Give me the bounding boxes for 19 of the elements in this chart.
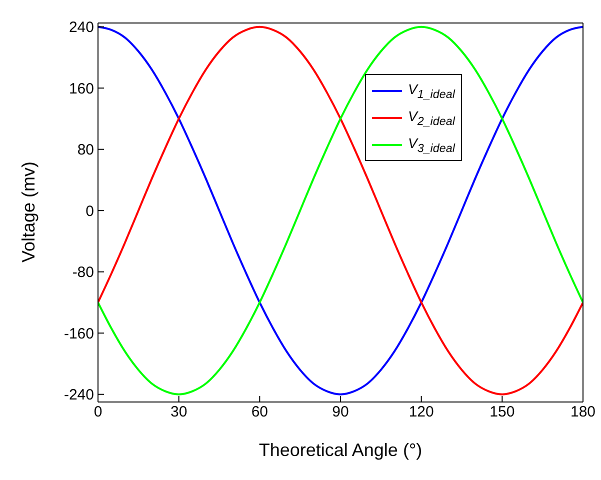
x-tick-label: 150 [490, 404, 515, 421]
x-axis-title: Theoretical Angle (°) [258, 440, 422, 460]
y-axis-title: Voltage (mv) [18, 161, 38, 262]
y-tick-label: -80 [72, 264, 94, 282]
x-tick-label: 90 [332, 404, 349, 421]
x-tick-label: 120 [408, 404, 434, 421]
legend-label: V$_{2_ideal}$ [408, 108, 455, 128]
y-tick-label: -160 [64, 325, 94, 342]
x-tick-label: 60 [251, 404, 268, 421]
x-tick-label: 30 [170, 404, 188, 421]
legend-label: V$_{3_ideal}$ [408, 134, 455, 154]
y-tick-label: 160 [68, 80, 94, 98]
y-tick-label: 0 [86, 202, 94, 220]
y-tick-label: -240 [64, 386, 94, 404]
line-series [98, 26, 583, 396]
x-tick-label: 180 [570, 404, 596, 421]
y-tick-label: 80 [77, 142, 94, 159]
legend-label: V$_{1_ideal}$ [408, 80, 455, 100]
y-tick-label: 240 [68, 19, 94, 36]
